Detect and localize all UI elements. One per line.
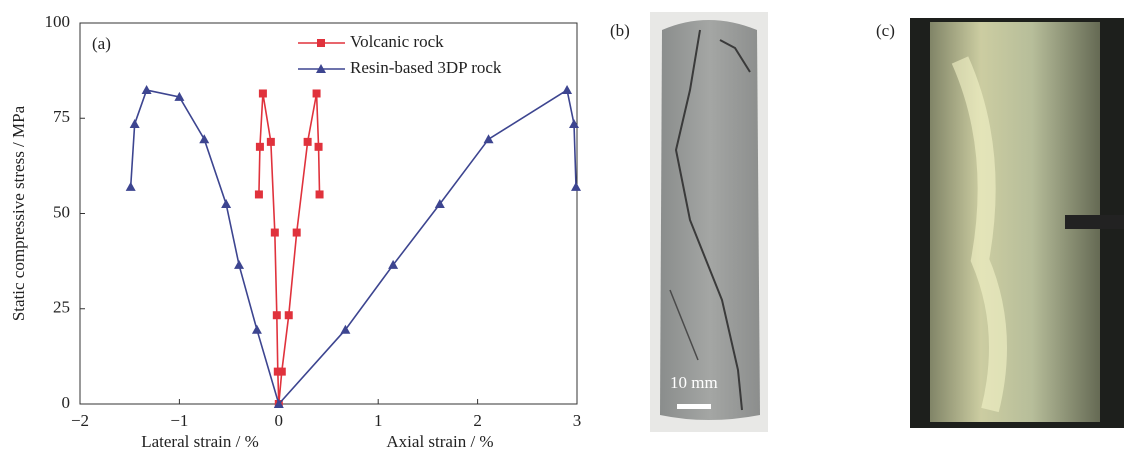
series-line [131,90,576,404]
marker [267,138,275,146]
x-tick-label: 2 [473,411,482,430]
marker [316,190,324,198]
y-axis-label: Static compressive stress / MPa [9,105,28,321]
marker [304,138,312,146]
marker [255,190,263,198]
marker [199,134,209,143]
x-tick-label: −2 [71,411,89,430]
rock-specimen [660,20,760,420]
marker [252,325,262,334]
x-tick-label: 1 [374,411,383,430]
annotation: (a) [92,34,111,53]
marker [278,368,286,376]
clamp [1065,215,1124,229]
marker [259,89,267,97]
marker [142,85,152,94]
marker [126,182,136,191]
marker [313,89,321,97]
x-tick-label: 3 [573,411,582,430]
panel-label: (c) [876,21,895,40]
marker [221,199,231,208]
y-tick-label: 0 [62,393,71,412]
marker [569,119,579,128]
legend-marker [317,39,325,47]
marker [130,119,140,128]
y-tick-label: 75 [53,107,70,126]
photo-b: 10 mm (b) [610,12,768,432]
marker [256,143,264,151]
marker [293,229,301,237]
marker [273,311,281,319]
figure: 0 25 50 75 100 −2 −1 0 1 2 3 (a) Static compressive … [0,0,1124,455]
marker [234,260,244,269]
chart-a: 0 25 50 75 100 −2 −1 0 1 2 3 (a) Static compressive … [9,12,581,451]
marker [562,85,572,94]
scale-bar [677,404,711,409]
marker [315,143,323,151]
plot-frame [80,23,577,404]
marker [271,229,279,237]
y-tick-label: 50 [53,202,70,221]
marker [571,182,581,191]
marker [484,134,494,143]
scale-label: 10 mm [670,373,718,392]
photo-c: (c) [876,18,1124,428]
y-tick-label: 25 [53,298,70,317]
marker [285,311,293,319]
panel-label: (b) [610,21,630,40]
x-axis-label: Axial strain / % [386,432,493,451]
x-axis-label: Lateral strain / % [141,432,259,451]
y-tick-label: 100 [45,12,71,31]
x-tick-label: 0 [275,411,284,430]
legend-label: Resin-based 3DP rock [350,58,502,77]
legend-label: Volcanic rock [350,32,444,51]
x-tick-label: −1 [170,411,188,430]
